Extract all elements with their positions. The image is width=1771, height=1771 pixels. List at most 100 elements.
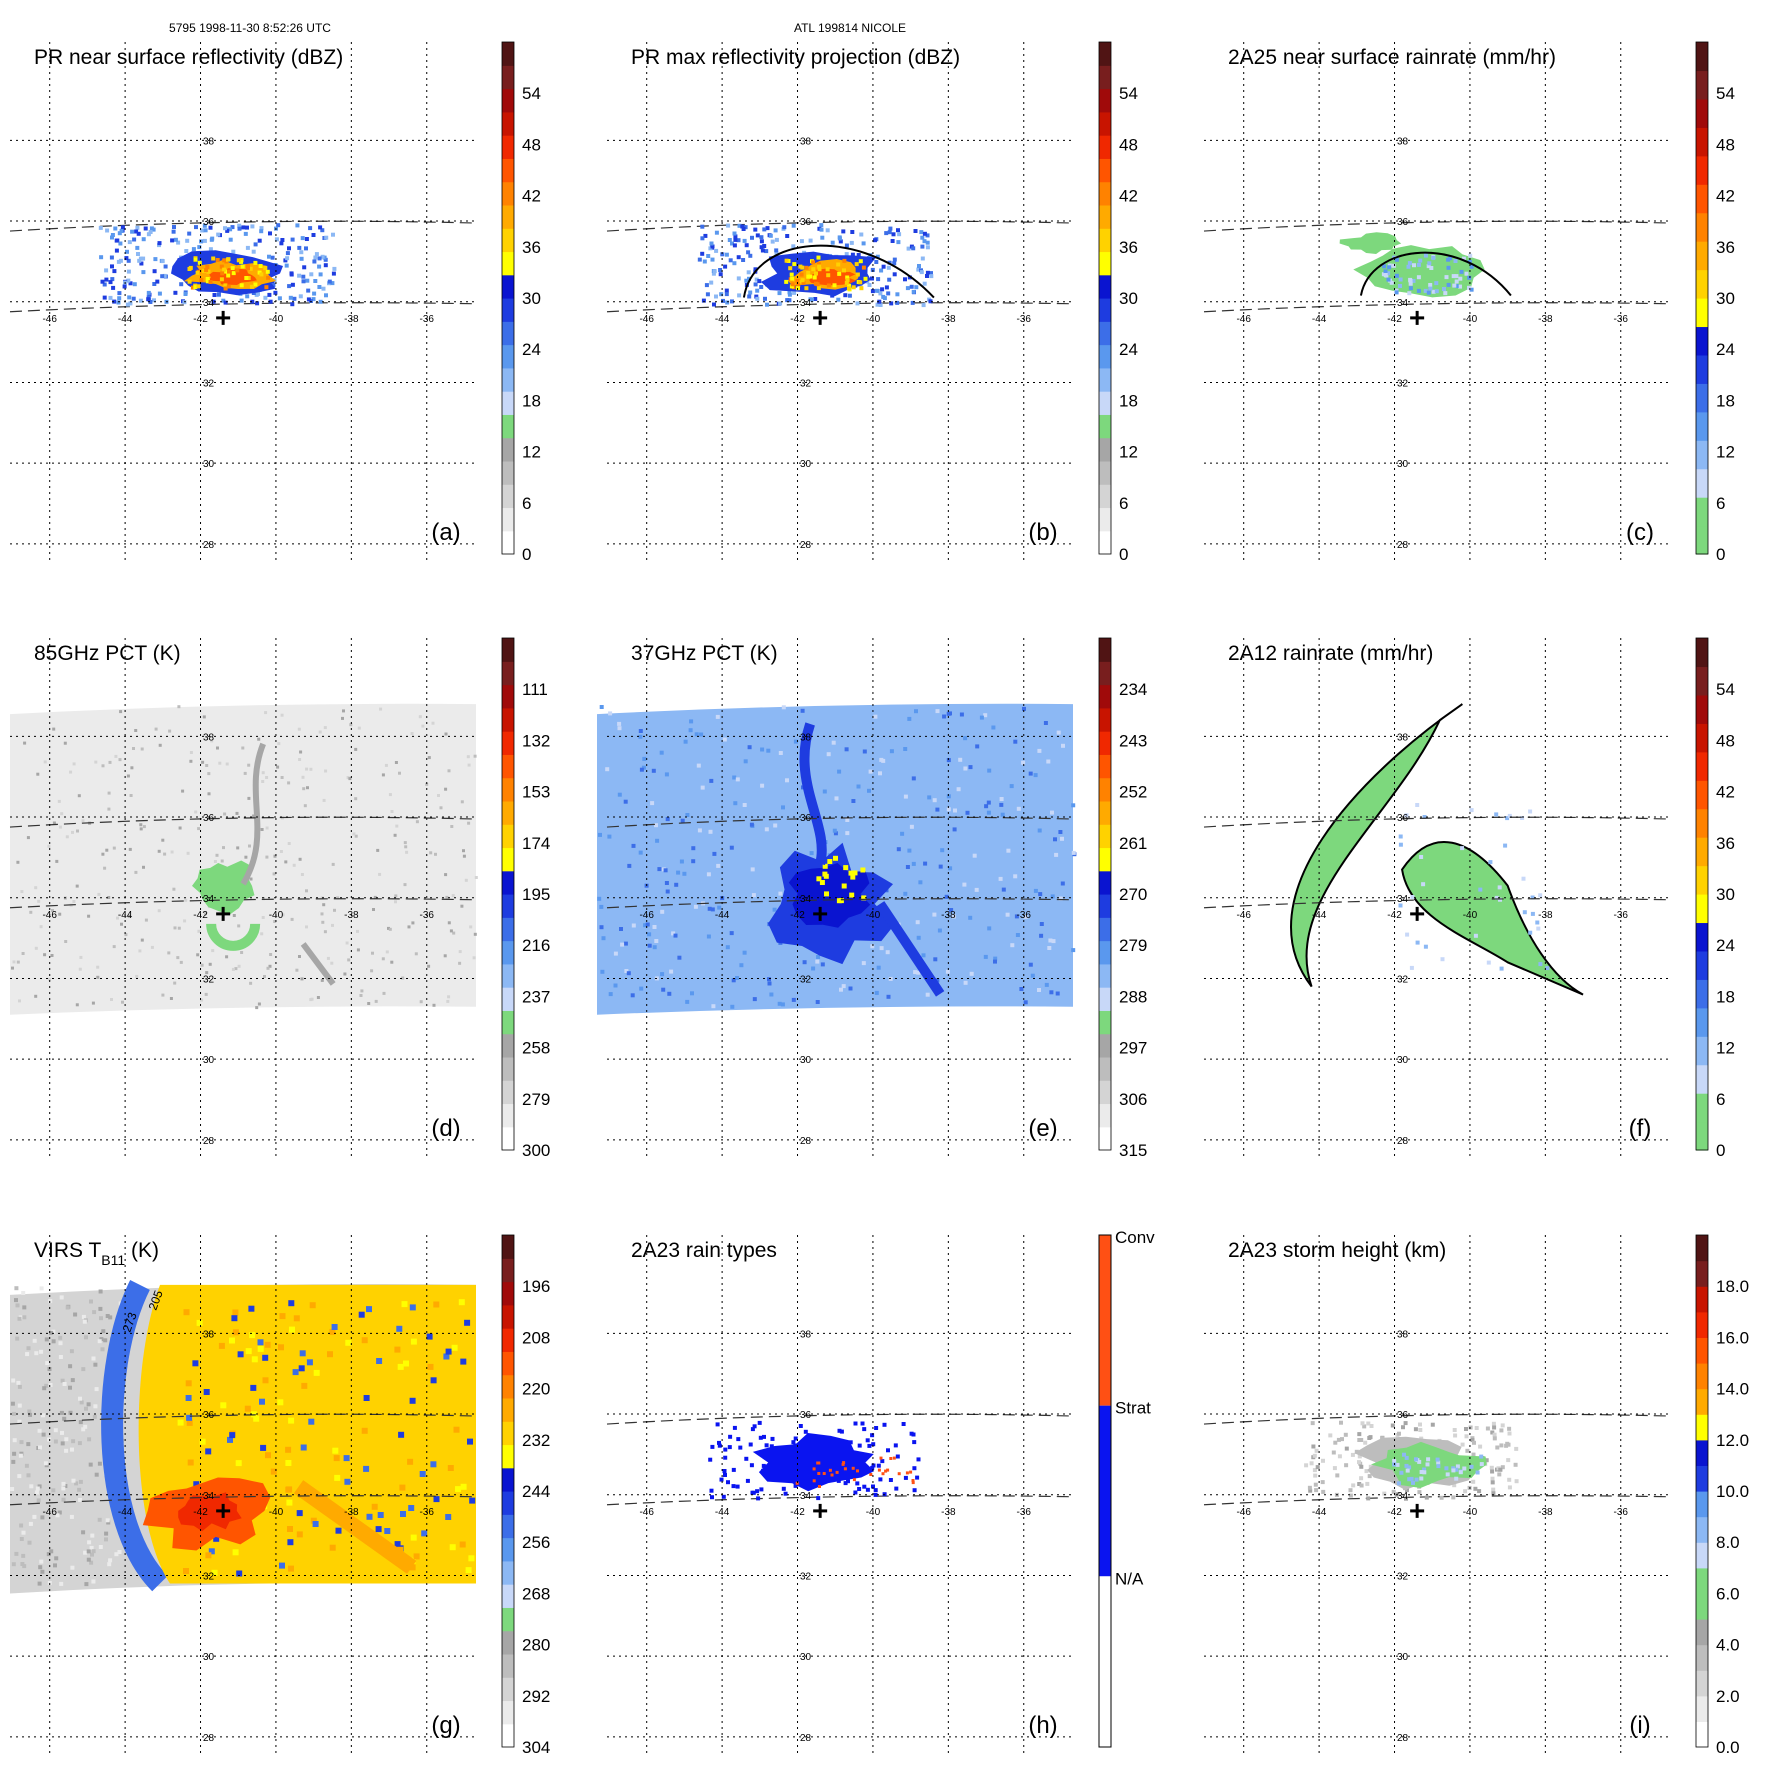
pixel: [881, 1472, 885, 1476]
pixel: [1350, 1452, 1355, 1457]
pixel: [100, 279, 105, 284]
echo-region: [1339, 232, 1402, 254]
colorbar-frame: [1695, 41, 1709, 555]
pixel: [134, 870, 138, 874]
pixel: [731, 1484, 736, 1489]
pixel: [850, 230, 855, 234]
pixel: [266, 275, 271, 280]
pixel: [723, 264, 728, 269]
pixel: [172, 887, 176, 891]
pixel: [1312, 1453, 1317, 1458]
pixel: [288, 295, 293, 300]
pixel: [816, 286, 821, 291]
pixel: [815, 1000, 820, 1004]
pixel: [405, 850, 409, 854]
colorbar-segment: [1099, 707, 1111, 732]
pixel: [126, 278, 131, 283]
pixel: [216, 232, 221, 237]
pixel: [184, 249, 189, 253]
pixel: [1500, 1423, 1505, 1428]
pixel: [932, 798, 937, 803]
pixel: [773, 228, 778, 233]
pixel: [911, 1479, 915, 1482]
colorbar-tick-label: 24: [1716, 936, 1735, 955]
pixel: [114, 1552, 119, 1557]
pixel: [887, 230, 892, 235]
pixel: [654, 939, 659, 943]
pixel: [70, 1378, 75, 1383]
pixel: [782, 225, 787, 230]
colorbar-tick-label: 42: [522, 187, 541, 206]
pixel: [613, 983, 618, 988]
pixel: [136, 231, 141, 236]
pixel: [709, 241, 714, 246]
colorbar-tick-label: 18: [1716, 391, 1735, 410]
pixel: [279, 1313, 286, 1320]
pixel: [142, 865, 145, 869]
panel-title: PR max reflectivity projection (dBZ): [631, 46, 960, 69]
pixel: [250, 299, 255, 304]
pixel: [912, 1466, 917, 1471]
panel-title: 2A23 rain types: [631, 1239, 777, 1262]
pixel: [184, 898, 188, 902]
pixel: [915, 920, 920, 925]
pixel: [1051, 939, 1056, 944]
pixel: [1465, 1448, 1470, 1453]
pixel: [302, 787, 306, 791]
pixel: [189, 751, 193, 754]
colorbar-segment: [1099, 204, 1111, 229]
pixel: [262, 897, 265, 901]
longitude-label: -42: [1387, 1507, 1402, 1518]
pixel: [1530, 911, 1535, 916]
colorbar-tick-label: 279: [1119, 936, 1147, 955]
pixel: [925, 240, 930, 245]
colorbar-segment: [1696, 354, 1708, 384]
pixel: [445, 895, 449, 899]
panel-title: VIRS TB11 (K): [34, 1239, 159, 1268]
pixel: [731, 978, 736, 983]
pixel: [785, 298, 790, 303]
pixel: [1312, 1468, 1317, 1473]
pixel: [1382, 1491, 1387, 1496]
pixel: [717, 905, 722, 910]
pixel: [965, 810, 970, 815]
pixel: [979, 715, 984, 720]
pixel: [1492, 1425, 1497, 1430]
pixel: [1037, 828, 1042, 833]
pixel: [117, 231, 122, 236]
pixel: [89, 1545, 94, 1550]
pixel: [1514, 1446, 1519, 1451]
pixel: [16, 1380, 21, 1385]
pixel: [811, 267, 816, 272]
pixel: [878, 1477, 883, 1482]
pixel: [886, 994, 891, 999]
pixel: [836, 898, 842, 904]
pixel: [710, 257, 715, 262]
longitude-label: -44: [118, 314, 133, 325]
pixel: [1538, 893, 1543, 898]
pixel: [723, 1473, 727, 1477]
pixel: [1037, 748, 1042, 753]
pixel: [384, 1528, 391, 1534]
pixel: [817, 264, 822, 269]
longitude-label: -44: [715, 910, 730, 921]
contour-label: 273: [120, 1310, 140, 1334]
pixel: [674, 882, 679, 887]
pixel: [1403, 1421, 1408, 1426]
pixel: [741, 227, 746, 231]
colorbar-segment: [1099, 344, 1111, 369]
panel-title: 85GHz PCT (K): [34, 642, 181, 665]
pixel: [47, 844, 51, 848]
colorbar-segment: [1099, 940, 1111, 965]
pixel: [305, 889, 308, 893]
pixel: [11, 1562, 16, 1567]
pixel: [760, 783, 765, 788]
latitude-label: 36: [203, 1410, 215, 1421]
pixel: [862, 1427, 867, 1432]
pixel: [323, 726, 327, 730]
pixel: [870, 1433, 875, 1438]
latitude-label: 32: [1397, 378, 1409, 389]
